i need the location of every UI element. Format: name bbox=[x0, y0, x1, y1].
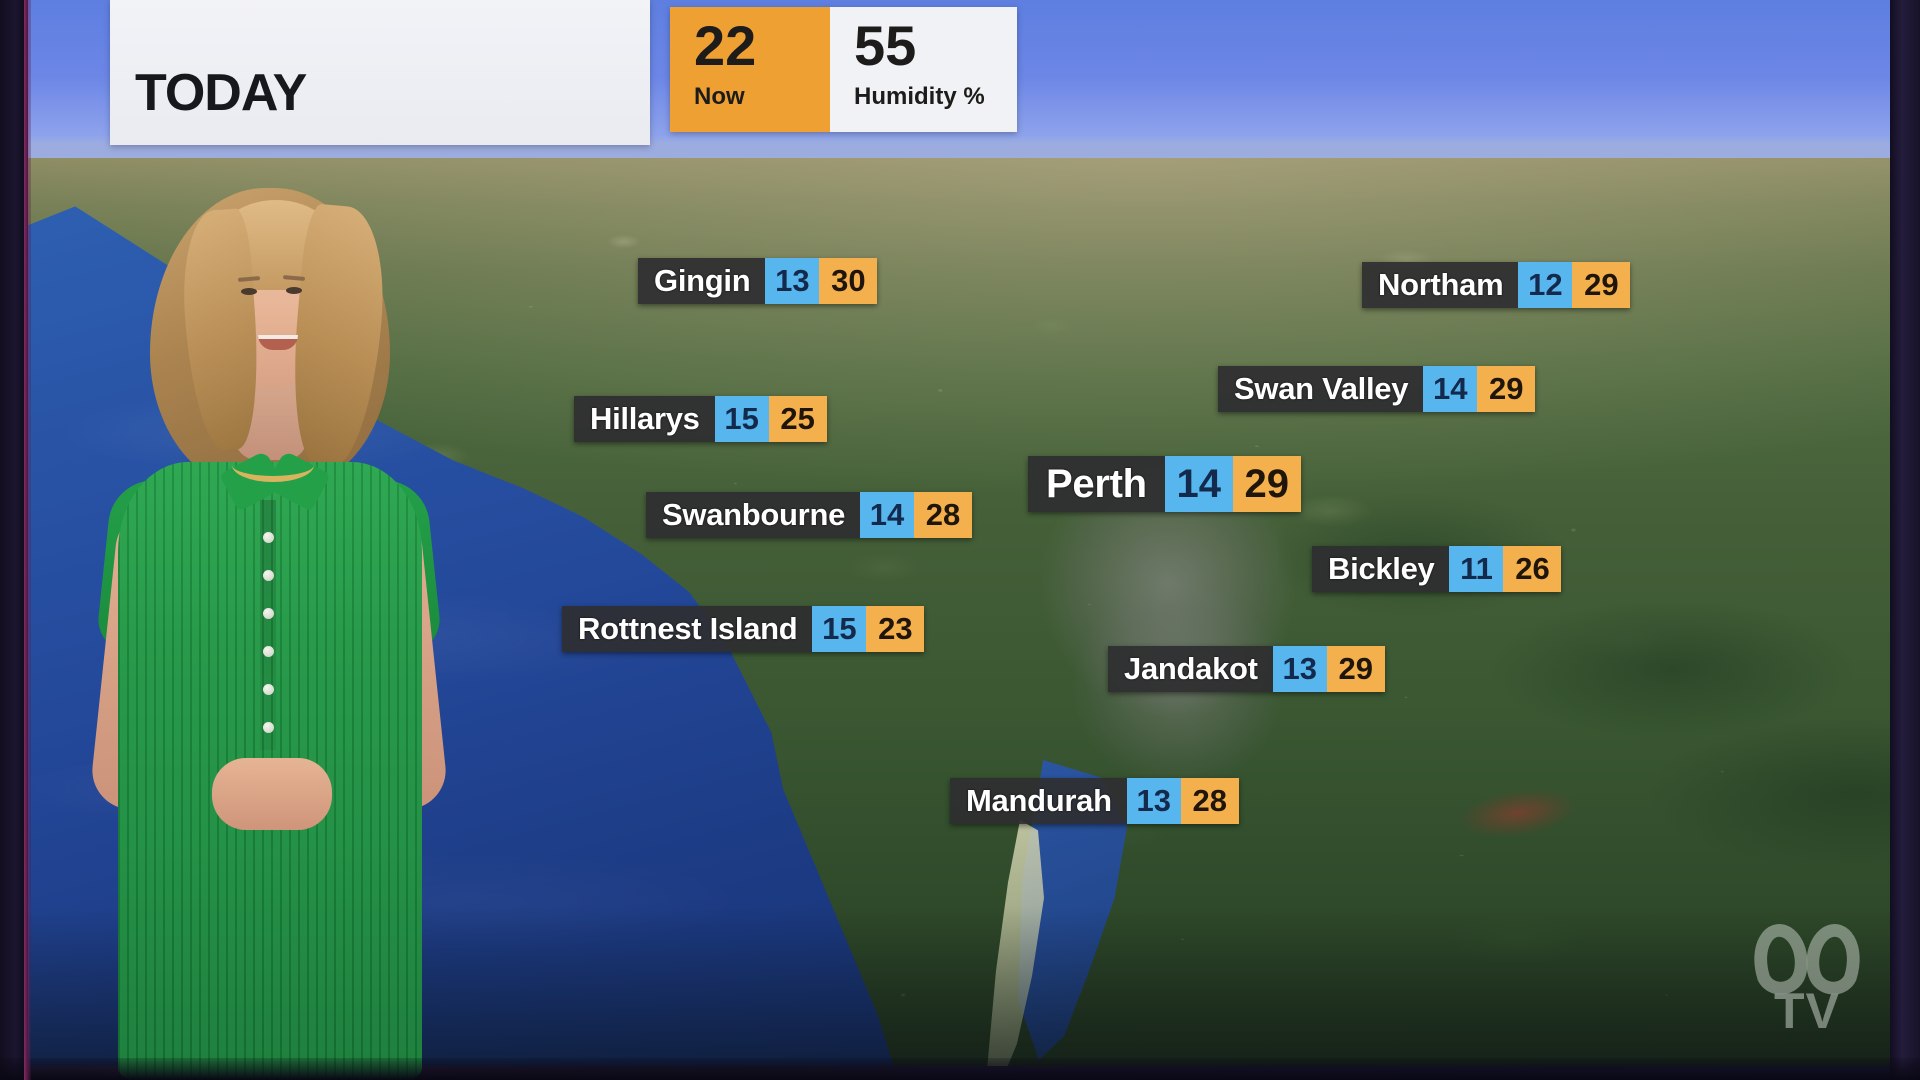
location-max-temp: 29 bbox=[1477, 366, 1536, 412]
location-chip-swanbourne[interactable]: Swanbourne 14 28 bbox=[646, 492, 973, 538]
location-max-temp: 23 bbox=[866, 606, 925, 652]
screen-bezel-left-glow bbox=[24, 0, 31, 1080]
today-label: TODAY bbox=[135, 64, 307, 122]
location-max-temp: 29 bbox=[1572, 262, 1631, 308]
location-min-temp: 11 bbox=[1449, 546, 1504, 592]
stat-now-label: Now bbox=[694, 82, 745, 110]
location-name: Hillarys bbox=[574, 396, 715, 442]
abc-tv-sublabel: TV bbox=[1774, 983, 1840, 1039]
presenter-eye-right bbox=[286, 287, 302, 294]
stat-now-value: 22 bbox=[694, 14, 757, 77]
screen-bezel-left bbox=[0, 0, 28, 1080]
location-chip-hillarys[interactable]: Hillarys 15 25 bbox=[574, 396, 827, 442]
location-max-temp: 26 bbox=[1503, 546, 1562, 592]
location-chip-gingin[interactable]: Gingin 13 30 bbox=[638, 258, 878, 304]
location-name: Mandurah bbox=[950, 778, 1127, 824]
presenter-button bbox=[263, 684, 274, 695]
location-chip-swan-valley[interactable]: Swan Valley 14 29 bbox=[1218, 366, 1536, 412]
location-chip-mandurah[interactable]: Mandurah 13 28 bbox=[950, 778, 1239, 824]
header-gap bbox=[650, 0, 670, 145]
today-plate: TODAY bbox=[110, 0, 650, 145]
stat-humidity-value: 55 bbox=[854, 14, 917, 77]
location-chip-jandakot[interactable]: Jandakot 13 29 bbox=[1108, 646, 1385, 692]
location-max-temp: 29 bbox=[1326, 646, 1385, 692]
location-name: Gingin bbox=[638, 258, 766, 304]
location-chip-perth[interactable]: Perth 14 29 bbox=[1028, 456, 1301, 512]
presenter-button bbox=[263, 646, 274, 657]
location-max-temp: 25 bbox=[768, 396, 827, 442]
location-name: Swanbourne bbox=[646, 492, 861, 538]
stat-now: 22 Now bbox=[670, 7, 830, 132]
presenter-button bbox=[263, 570, 274, 581]
location-max-temp: 28 bbox=[1180, 778, 1239, 824]
presenter-button bbox=[263, 722, 274, 733]
location-min-temp: 14 bbox=[1164, 456, 1233, 512]
location-name: Jandakot bbox=[1108, 646, 1273, 692]
location-name: Bickley bbox=[1312, 546, 1450, 592]
screen-bezel-bottom bbox=[0, 1058, 1920, 1080]
weather-presenter bbox=[88, 180, 450, 1080]
location-min-temp: 14 bbox=[860, 492, 915, 538]
presenter-mouth bbox=[258, 335, 298, 350]
location-chip-northam[interactable]: Northam 12 29 bbox=[1362, 262, 1631, 308]
location-chip-rottnest-island[interactable]: Rottnest Island 15 23 bbox=[562, 606, 925, 652]
location-min-temp: 13 bbox=[1126, 778, 1181, 824]
stat-humidity-label: Humidity % bbox=[854, 82, 985, 110]
location-name: Northam bbox=[1362, 262, 1519, 308]
location-name: Rottnest Island bbox=[562, 606, 813, 652]
stat-humidity: 55 Humidity % bbox=[830, 7, 1017, 132]
presenter-eye-left bbox=[241, 288, 257, 295]
location-min-temp: 15 bbox=[812, 606, 867, 652]
location-max-temp: 30 bbox=[819, 258, 878, 304]
location-chip-bickley[interactable]: Bickley 11 26 bbox=[1312, 546, 1562, 592]
location-min-temp: 13 bbox=[765, 258, 820, 304]
presenter-hands bbox=[212, 758, 332, 830]
presenter-necklace bbox=[232, 448, 314, 482]
location-min-temp: 12 bbox=[1518, 262, 1573, 308]
presenter-button bbox=[263, 532, 274, 543]
location-name: Swan Valley bbox=[1218, 366, 1424, 412]
location-min-temp: 14 bbox=[1423, 366, 1478, 412]
presenter-button bbox=[263, 608, 274, 619]
location-name: Perth bbox=[1028, 456, 1165, 512]
abc-tv-logo: TV bbox=[1748, 906, 1866, 1038]
header-bar: TODAY 22 Now 55 Humidity % bbox=[110, 0, 1017, 145]
location-max-temp: 29 bbox=[1232, 456, 1301, 512]
abc-lissajous-icon bbox=[1754, 924, 1860, 995]
location-max-temp: 28 bbox=[914, 492, 973, 538]
location-min-temp: 13 bbox=[1272, 646, 1327, 692]
screen-bezel-right bbox=[1890, 0, 1920, 1080]
current-conditions-group: 22 Now 55 Humidity % bbox=[670, 7, 1017, 132]
location-min-temp: 15 bbox=[714, 396, 769, 442]
